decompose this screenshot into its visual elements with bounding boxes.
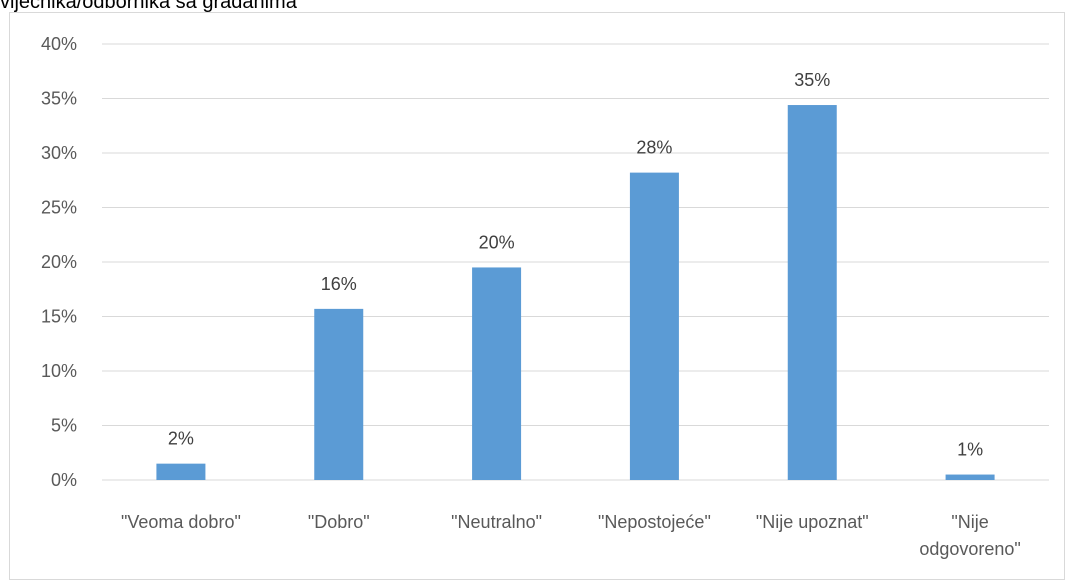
x-tick-label-line: "Nije upoznat" bbox=[756, 512, 869, 532]
data-label: 28% bbox=[636, 138, 672, 158]
x-tick-label-line: "Nepostojeće" bbox=[598, 512, 711, 532]
x-tick-label: "Dobro" bbox=[308, 512, 370, 532]
x-tick-label-line: "Nije bbox=[951, 512, 988, 532]
bar bbox=[787, 105, 837, 480]
chart-title: vijećnika/odbornika sa građanima bbox=[0, 0, 297, 13]
chart-frame bbox=[9, 12, 1065, 580]
x-tick-label: "Nije upoznat" bbox=[756, 512, 869, 532]
x-tick-label: "Neutralno" bbox=[451, 512, 542, 532]
x-tick-label-line: "Veoma dobro" bbox=[121, 512, 241, 532]
y-tick-label: 30% bbox=[41, 143, 77, 163]
data-label: 1% bbox=[957, 440, 983, 460]
data-label: 20% bbox=[479, 232, 515, 252]
y-tick-label: 40% bbox=[41, 34, 77, 54]
y-tick-label: 5% bbox=[51, 416, 77, 436]
x-tick-label-line: "Neutralno" bbox=[451, 512, 542, 532]
bar bbox=[472, 267, 522, 480]
y-tick-label: 25% bbox=[41, 198, 77, 218]
y-tick-label: 20% bbox=[41, 252, 77, 272]
bar bbox=[156, 463, 206, 480]
bar bbox=[314, 308, 364, 480]
x-tick-label: "Nije odgovoreno" bbox=[919, 512, 1020, 559]
x-tick-label-line: odgovoreno" bbox=[919, 539, 1020, 559]
x-tick-label: "Veoma dobro" bbox=[121, 512, 241, 532]
x-tick-label-line: "Dobro" bbox=[308, 512, 370, 532]
data-label: 2% bbox=[168, 429, 194, 449]
bar bbox=[945, 474, 995, 480]
bar bbox=[629, 172, 679, 480]
data-label: 16% bbox=[321, 274, 357, 294]
y-tick-label: 10% bbox=[41, 361, 77, 381]
data-label: 35% bbox=[794, 70, 830, 90]
x-tick-label: "Nepostojeće" bbox=[598, 512, 711, 532]
y-tick-label: 15% bbox=[41, 307, 77, 327]
y-tick-label: 0% bbox=[51, 470, 77, 490]
y-tick-label: 35% bbox=[41, 89, 77, 109]
